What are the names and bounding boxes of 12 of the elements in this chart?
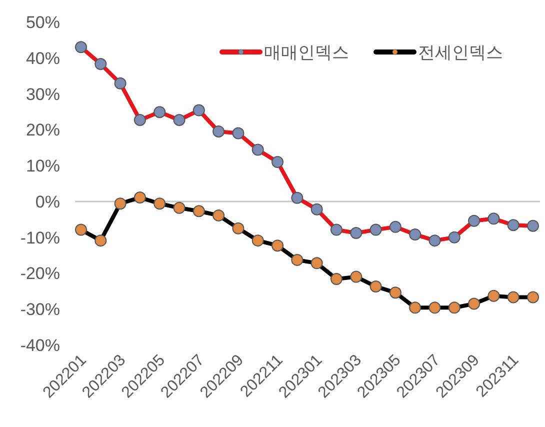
y-tick-label: 50% xyxy=(26,13,60,32)
y-tick-label: 40% xyxy=(26,48,60,68)
y-tick-label: -20% xyxy=(20,264,60,284)
y-tick-label: 0% xyxy=(35,192,60,212)
legend-label: 매매인덱스 xyxy=(264,43,349,62)
y-tick-label: 30% xyxy=(26,84,60,104)
y-tick-label: 20% xyxy=(26,120,60,140)
y-tick-label: -30% xyxy=(20,300,60,320)
y-tick-label: 10% xyxy=(26,156,60,176)
y-tick-label: -40% xyxy=(20,336,60,355)
legend-label: 전세인덱스 xyxy=(418,43,503,62)
y-tick-label: -10% xyxy=(20,228,60,248)
